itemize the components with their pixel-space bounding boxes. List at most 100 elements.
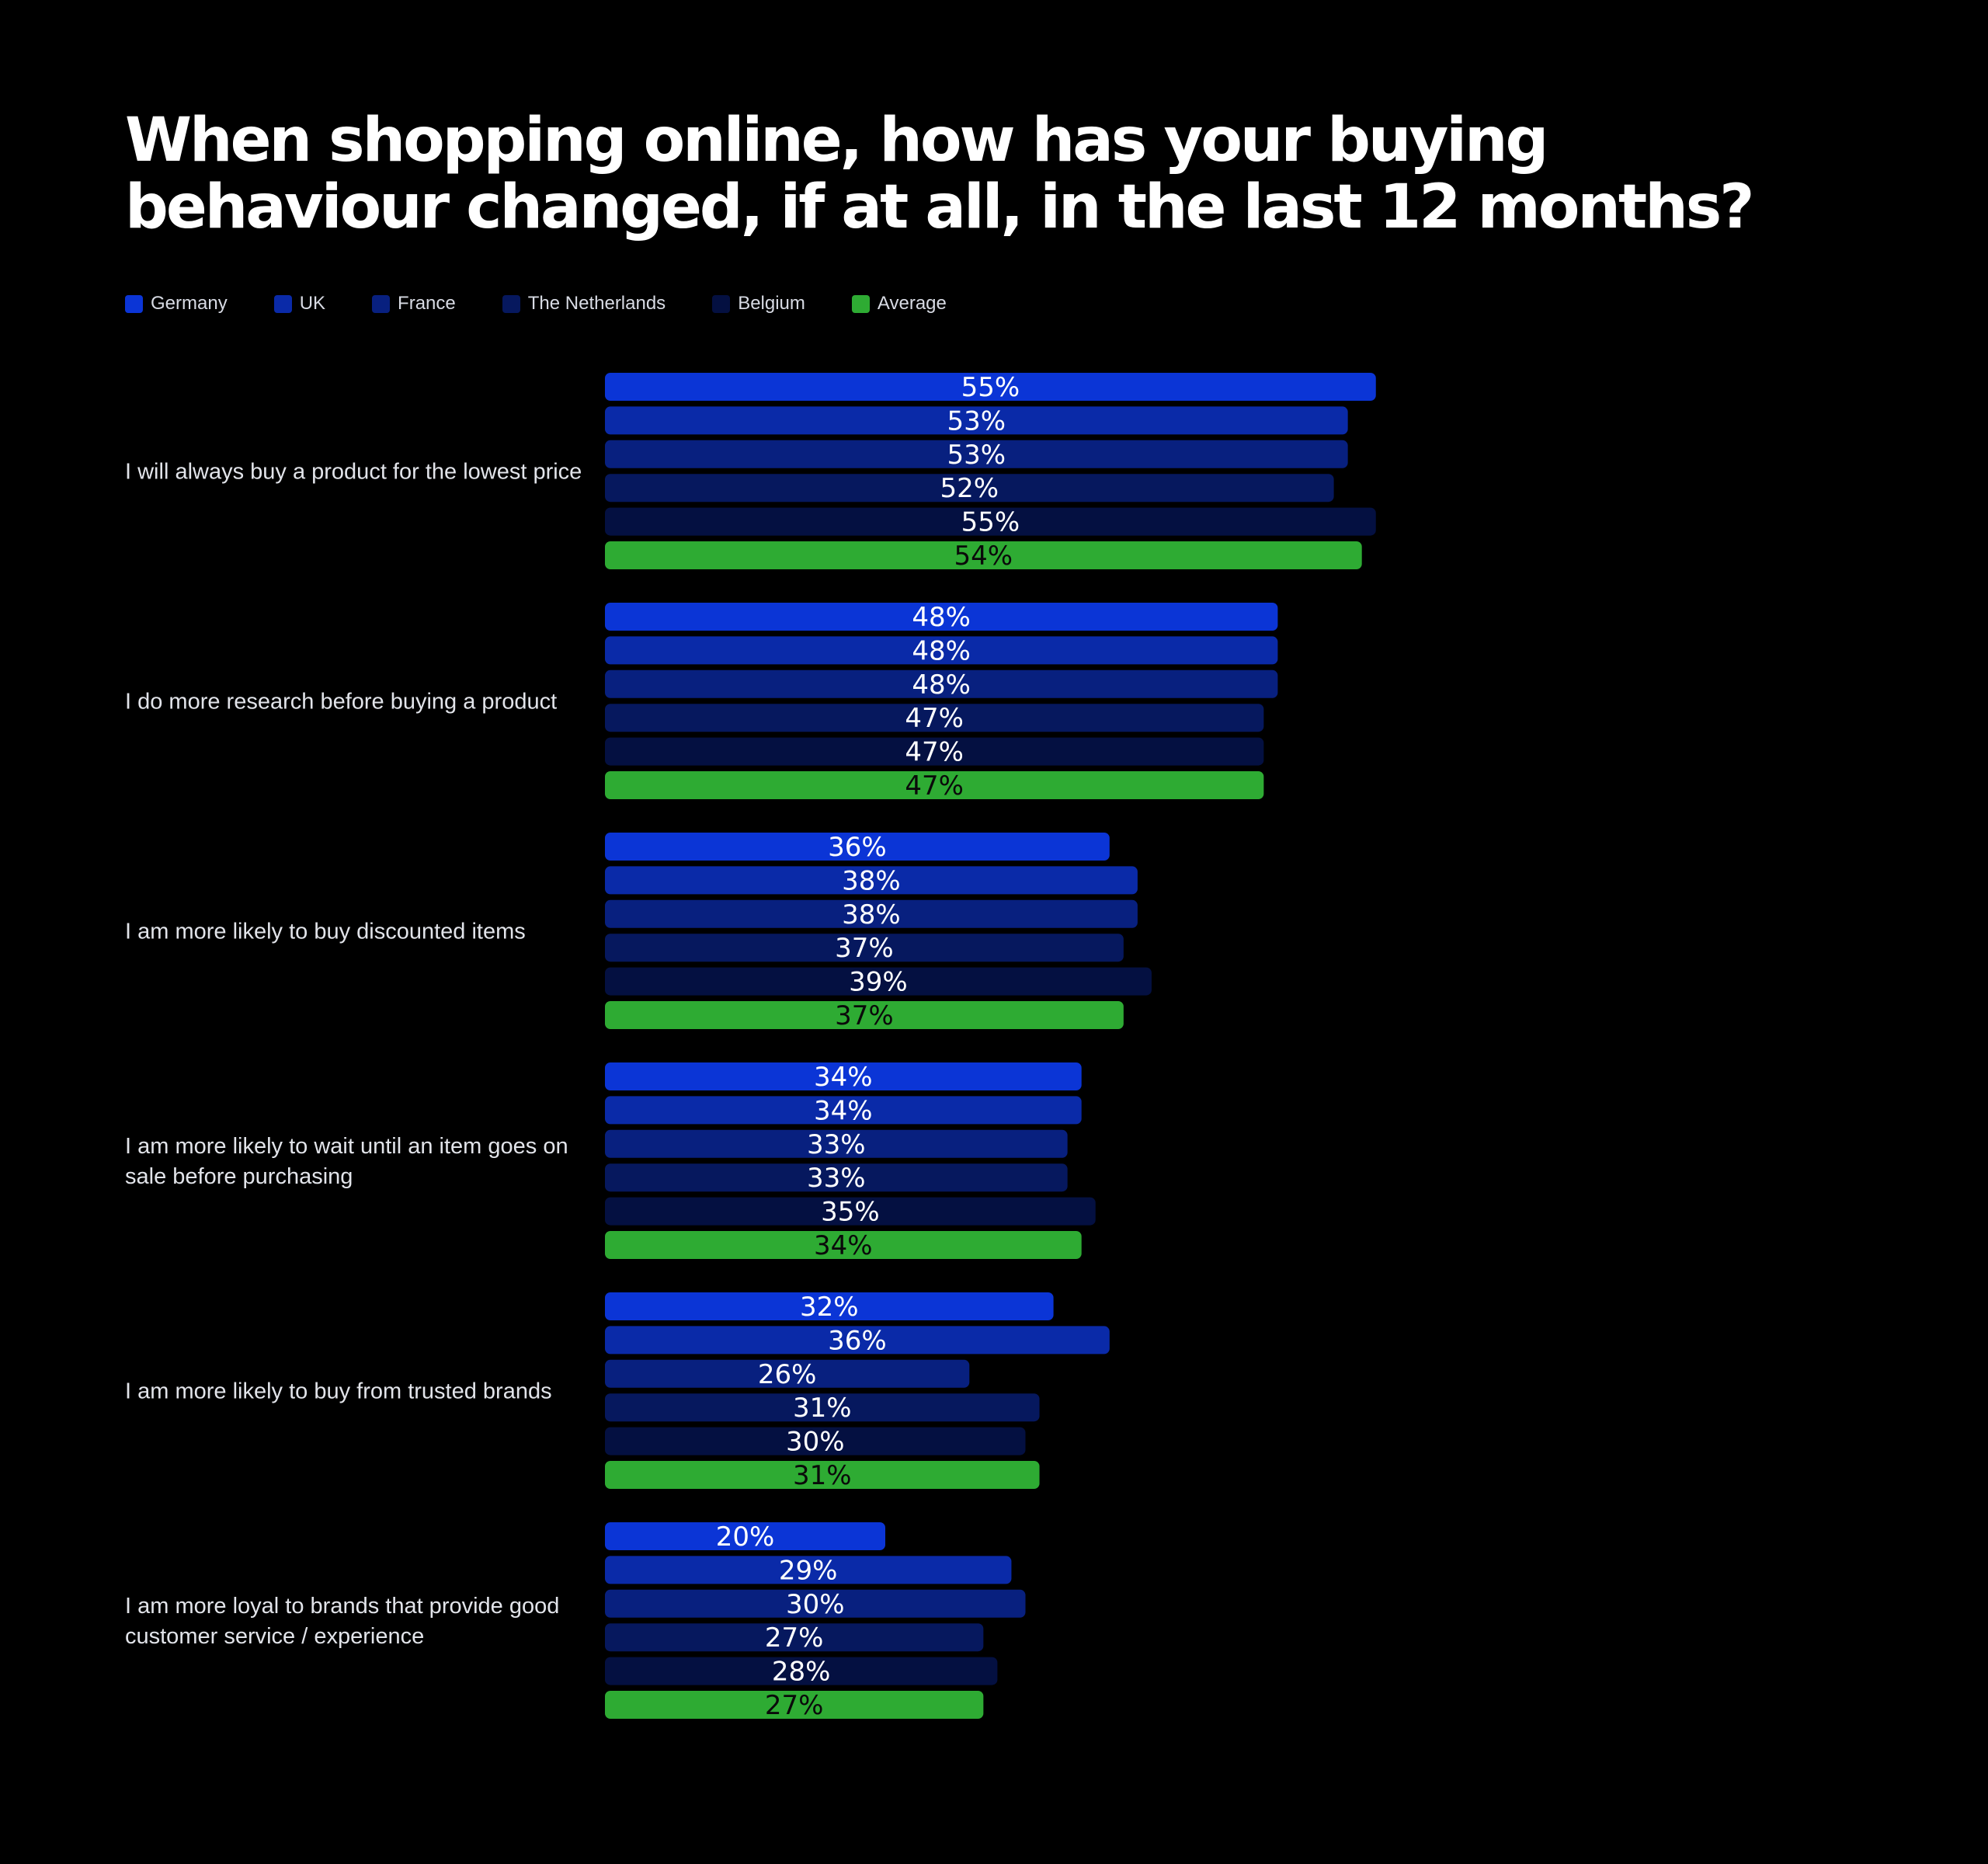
legend-swatch [851, 294, 870, 313]
legend-label: Belgium [738, 293, 805, 314]
category-label-line: sale before purchasing [125, 1164, 353, 1189]
bar [605, 373, 1376, 401]
bar-value-label: 37% [835, 1000, 894, 1031]
legend-swatch [502, 294, 520, 313]
bar [605, 636, 1278, 665]
bar-value-label: 48% [912, 635, 971, 666]
legend-label: The Netherlands [527, 293, 666, 314]
bar [605, 507, 1376, 536]
category-label-line: I do more research before buying a produ… [125, 690, 557, 715]
bar-value-label: 34% [814, 1230, 873, 1261]
bar-value-label: 37% [835, 933, 894, 964]
bar-value-label: 34% [814, 1062, 873, 1093]
bar [605, 1461, 1040, 1489]
bar [605, 474, 1334, 503]
bar [605, 771, 1264, 799]
bar-value-label: 38% [842, 899, 901, 930]
bar [605, 967, 1152, 996]
bar-value-label: 53% [947, 440, 1006, 471]
bar-value-label: 35% [821, 1197, 880, 1228]
category-label-line: I will always buy a product for the lowe… [125, 460, 582, 485]
legend-swatch [712, 294, 731, 313]
legend-label: France [398, 293, 456, 314]
bar [605, 603, 1278, 631]
bar [605, 1556, 1012, 1584]
legend-item: The Netherlands [502, 293, 666, 315]
category-label-line: I am more loyal to brands that provide g… [125, 1594, 559, 1619]
bar [605, 866, 1138, 895]
legend-label: Germany [151, 293, 228, 314]
legend-item: Average [851, 293, 947, 315]
legend-swatch [273, 294, 292, 313]
bar [605, 406, 1348, 435]
bar [605, 1001, 1124, 1029]
bar-value-label: 52% [940, 473, 999, 504]
bar [605, 704, 1264, 732]
bar-value-label: 55% [961, 372, 1020, 403]
bar-value-label: 26% [758, 1359, 817, 1390]
bar [605, 1657, 998, 1685]
legend-label: Average [877, 293, 947, 314]
bar [605, 1197, 1096, 1226]
category-label: I am more likely to buy discounted items [125, 920, 526, 944]
bar-value-label: 54% [954, 541, 1013, 572]
legend: Germany UK France The Netherlands Belgium Ave… [125, 291, 993, 316]
bar-value-label: 39% [849, 967, 908, 998]
legend-swatch [125, 294, 143, 313]
bar [605, 1326, 1110, 1355]
bar [605, 669, 1278, 698]
category-label: I do more research before buying a produ… [125, 690, 557, 715]
bar [605, 541, 1362, 569]
category-label: I will always buy a product for the lowe… [125, 460, 582, 485]
bar-value-label: 20% [716, 1521, 775, 1553]
bar-value-label: 48% [912, 602, 971, 633]
bar [605, 1096, 1082, 1125]
category-label-line: customer service / experience [125, 1624, 424, 1649]
bar [605, 737, 1264, 766]
bar-value-label: 53% [947, 405, 1006, 436]
bar [605, 1129, 1068, 1158]
chart-title: When shopping online, how has your buyin… [125, 106, 1754, 242]
bar-value-label: 29% [779, 1555, 838, 1586]
bar-value-label: 36% [828, 1325, 887, 1356]
legend-item: France [372, 293, 456, 315]
legend-item: UK [273, 293, 326, 315]
bar [605, 1393, 1040, 1422]
bar-value-label: 30% [786, 1589, 845, 1620]
bar-value-label: 33% [807, 1129, 866, 1160]
bar-value-label: 30% [786, 1427, 845, 1458]
bar-value-label: 38% [842, 865, 901, 896]
bar [605, 1589, 1026, 1618]
bar-value-label: 47% [905, 703, 964, 734]
legend-label: UK [299, 293, 326, 314]
bar [605, 1359, 970, 1388]
bar [605, 1062, 1082, 1090]
bar-value-label: 47% [905, 770, 964, 802]
bar [605, 1427, 1026, 1455]
bar-value-label: 31% [793, 1393, 852, 1424]
bar [605, 440, 1348, 468]
category-label: I am more likely to buy from trusted bra… [125, 1379, 552, 1404]
bar-value-label: 28% [772, 1657, 831, 1688]
bar [605, 833, 1110, 861]
bar-value-label: 36% [828, 832, 887, 863]
legend-swatch [372, 294, 391, 313]
bar [605, 1163, 1068, 1192]
category-label-line: I am more likely to buy from trusted bra… [125, 1379, 552, 1404]
bar-value-label: 27% [765, 1690, 824, 1721]
bar [605, 1522, 885, 1550]
bar [605, 934, 1124, 962]
bar [605, 1292, 1054, 1320]
bar-value-label: 34% [814, 1095, 873, 1126]
category-label-line: I am more likely to wait until an item g… [125, 1134, 568, 1159]
bar-value-label: 31% [793, 1460, 852, 1491]
legend-item: Belgium [712, 293, 805, 315]
legend-item: Germany [125, 293, 228, 315]
bar-value-label: 48% [912, 669, 971, 701]
bar-value-label: 47% [905, 737, 964, 768]
category-label: I am more loyal to brands that provide g… [125, 1594, 559, 1649]
bar-value-label: 33% [807, 1163, 866, 1194]
category-label: I am more likely to wait until an item g… [125, 1134, 568, 1189]
bar-value-label: 55% [961, 507, 1020, 538]
